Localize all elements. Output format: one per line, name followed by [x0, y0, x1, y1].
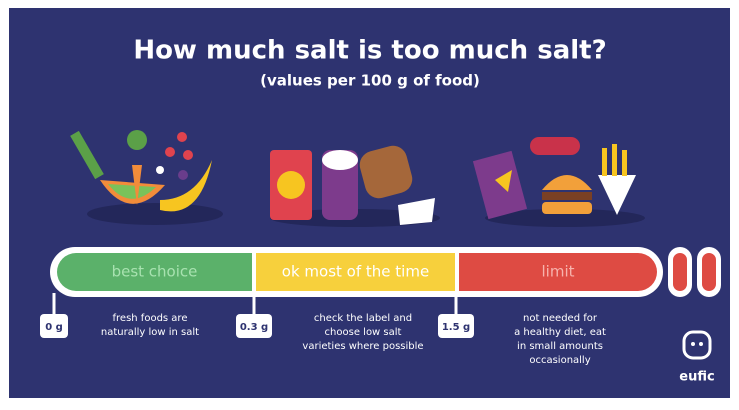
subtitle: (values per 100 g of food)	[260, 72, 480, 90]
salty-food-illustration	[472, 137, 645, 227]
zone-segment	[459, 253, 657, 291]
zone-description: in small amounts	[517, 341, 603, 352]
fresh-food-illustration	[70, 130, 223, 225]
marker-label: 0 g	[45, 322, 63, 333]
marker-box	[438, 314, 474, 338]
zone-description: not needed for	[523, 313, 598, 324]
zone-label: limit	[542, 263, 575, 281]
zone-description: naturally low in salt	[101, 327, 199, 338]
title: How much salt is too much salt?	[133, 36, 606, 66]
marker-label: 1.5 g	[442, 322, 470, 333]
zone-segment	[256, 253, 455, 291]
logo: eufic	[679, 330, 715, 385]
zone-description: varieties where possible	[302, 341, 423, 352]
processed-food-illustration	[270, 145, 440, 227]
zone-description: a healthy diet, eat	[514, 327, 606, 338]
zone-label: best choice	[112, 263, 198, 281]
marker-label: 0.3 g	[240, 322, 268, 333]
zone-description: fresh foods are	[113, 313, 188, 324]
zone-label: ok most of the time	[282, 263, 429, 281]
marker-box	[40, 314, 68, 338]
zone-segment	[57, 253, 252, 291]
zone-description: check the label and	[314, 313, 412, 324]
zone-description: choose low salt	[325, 327, 402, 338]
logo-text: eufic	[679, 370, 714, 385]
zone-description: occasionally	[529, 355, 590, 366]
marker-box	[236, 314, 272, 338]
scale-extension-fill	[702, 253, 716, 291]
scale-extension-fill	[673, 253, 687, 291]
